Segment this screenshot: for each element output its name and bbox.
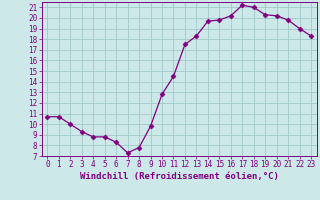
- X-axis label: Windchill (Refroidissement éolien,°C): Windchill (Refroidissement éolien,°C): [80, 172, 279, 181]
